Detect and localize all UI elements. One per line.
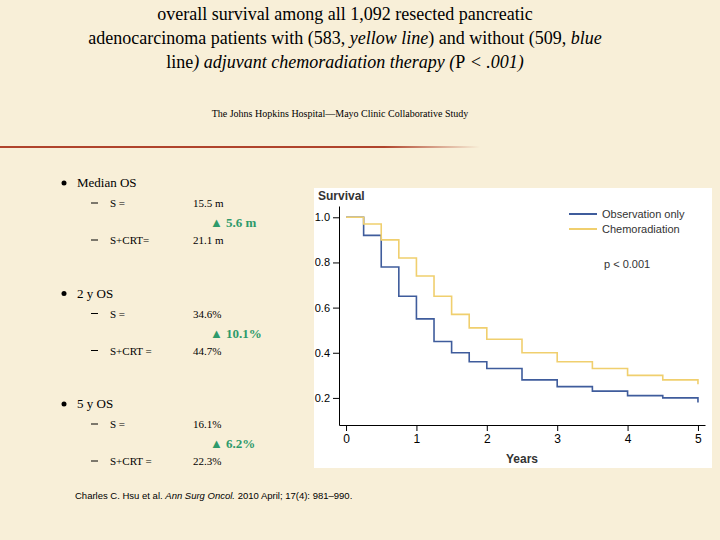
- y-axis-line: [339, 207, 340, 426]
- y-tick: 0.6: [315, 302, 339, 314]
- p-value: p < 0.001: [604, 258, 650, 270]
- x-tick-mark: [698, 425, 699, 431]
- citation-segment: 2010 April; 17(4): 981–990.: [235, 490, 352, 501]
- subtitle: The Johns Hopkins Hospital—Mayo Clinic C…: [212, 108, 469, 119]
- y-tick: 1.0: [315, 211, 339, 223]
- x-axis: 0 1 2 3 4 5: [340, 425, 706, 446]
- title-segment: < .001): [465, 52, 524, 73]
- x-tick: 0: [343, 425, 350, 446]
- delta: ▲ 6.2%: [210, 436, 255, 451]
- title-segment: yellow line: [348, 28, 428, 48]
- y-tick-mark: [333, 308, 339, 309]
- title-line: adenocarcinoma patients with (583, yello…: [88, 28, 601, 49]
- title-segment: overall survival among all 1,092 resecte…: [157, 4, 532, 24]
- citation-segment: Ann Surg Oncol.: [164, 490, 235, 501]
- x-tick: 3: [554, 425, 561, 446]
- row-value: 34.6%: [193, 308, 221, 320]
- x-tick: 1: [414, 425, 421, 446]
- x-tick-mark: [628, 425, 629, 431]
- dash: [91, 313, 98, 314]
- citation: Charles C. Hsu et al. Ann Surg Oncol. 20…: [75, 490, 352, 501]
- bullet: [62, 291, 67, 296]
- x-tick-label: 3: [554, 432, 561, 446]
- x-axis-title: Years: [506, 452, 538, 466]
- row-value: 15.5 m: [193, 197, 224, 209]
- x-tick: 5: [695, 425, 702, 446]
- survival-curve: [346, 217, 698, 384]
- dash: [91, 240, 98, 241]
- row-label: S+CRT =: [110, 455, 152, 467]
- x-tick: 2: [484, 425, 491, 446]
- slide-canvas: overall survival among all 1,092 resecte…: [0, 0, 720, 540]
- x-tick-mark: [487, 425, 488, 431]
- row-label: S =: [110, 308, 125, 320]
- citation-segment: Charles C. Hsu et al.: [75, 490, 165, 501]
- y-tick-label: 0.2: [315, 392, 330, 404]
- delta: ▲ 5.6 m: [210, 215, 257, 230]
- y-tick-label: 0.8: [315, 256, 330, 268]
- y-tick: 0.4: [315, 347, 339, 359]
- chart: 0.2 0.4 0.6 0.8 1.0 0 1 2 3 4 5 Survival Years Observ…: [314, 188, 712, 468]
- y-axis-title: Survival: [318, 189, 365, 203]
- dash: [91, 203, 98, 204]
- title-segment: line: [166, 52, 193, 72]
- title-segment: ) and without (509,: [428, 28, 570, 49]
- divider: [0, 146, 480, 148]
- bullet: [62, 181, 67, 186]
- background: [0, 0, 720, 540]
- bullet-label: 5 y OS: [77, 396, 113, 411]
- slide: overall survival among all 1,092 resecte…: [0, 0, 720, 540]
- x-tick-label: 5: [695, 432, 702, 446]
- title-segment: ) adjuvant chemoradiation therapy (: [192, 52, 456, 73]
- dash: [91, 350, 98, 351]
- legend-swatch: [569, 228, 597, 230]
- legend-label: Observation only: [602, 208, 685, 220]
- x-tick-label: 1: [414, 432, 421, 446]
- x-axis-line: [340, 425, 706, 426]
- x-tick-mark: [346, 425, 347, 431]
- row-value: 21.1 m: [193, 234, 224, 246]
- legend-label: Chemoradiation: [602, 223, 680, 235]
- x-tick-label: 2: [484, 432, 491, 446]
- row-label: S =: [110, 418, 125, 430]
- y-tick-label: 1.0: [315, 211, 330, 223]
- survival-curve: [346, 217, 698, 402]
- y-tick: 0.2: [315, 392, 339, 404]
- x-tick-mark: [557, 425, 558, 431]
- y-axis: 0.2 0.4 0.6 0.8 1.0: [315, 207, 340, 426]
- legend: Observation only Chemoradiation: [569, 208, 685, 235]
- y-tick-label: 0.4: [315, 347, 330, 359]
- x-tick-mark: [416, 425, 417, 431]
- chart-background: [314, 188, 712, 468]
- plot-marks: [346, 217, 698, 402]
- row-value: 22.3%: [193, 455, 221, 467]
- row-value: 16.1%: [193, 418, 221, 430]
- y-tick-label: 0.6: [315, 302, 330, 314]
- y-tick-mark: [333, 353, 339, 354]
- y-tick-mark: [333, 262, 339, 263]
- x-tick: 4: [625, 425, 632, 446]
- delta: ▲ 10.1%: [210, 326, 262, 341]
- dash: [91, 424, 98, 425]
- x-tick-label: 4: [625, 432, 632, 446]
- row-value: 44.7%: [193, 345, 221, 357]
- title-segment: P: [455, 52, 465, 72]
- bullet: [62, 402, 67, 407]
- x-tick-label: 0: [343, 432, 350, 446]
- y-tick-mark: [333, 398, 339, 399]
- bullet-label: 2 y OS: [77, 286, 113, 301]
- dash: [91, 461, 98, 462]
- row-label: S =: [110, 197, 125, 209]
- legend-swatch: [569, 213, 597, 215]
- title-line: overall survival among all 1,092 resecte…: [157, 4, 532, 24]
- row-label: S+CRT=: [110, 234, 149, 246]
- title-segment: adenocarcinoma patients with (583,: [88, 28, 349, 49]
- bullet-label: Median OS: [77, 175, 137, 190]
- y-tick: 0.8: [315, 256, 339, 268]
- y-tick-mark: [333, 217, 339, 218]
- title-segment: blue: [571, 28, 602, 48]
- title-line: line) adjuvant chemoradiation therapy (P…: [166, 52, 524, 73]
- row-label: S+CRT =: [110, 345, 152, 357]
